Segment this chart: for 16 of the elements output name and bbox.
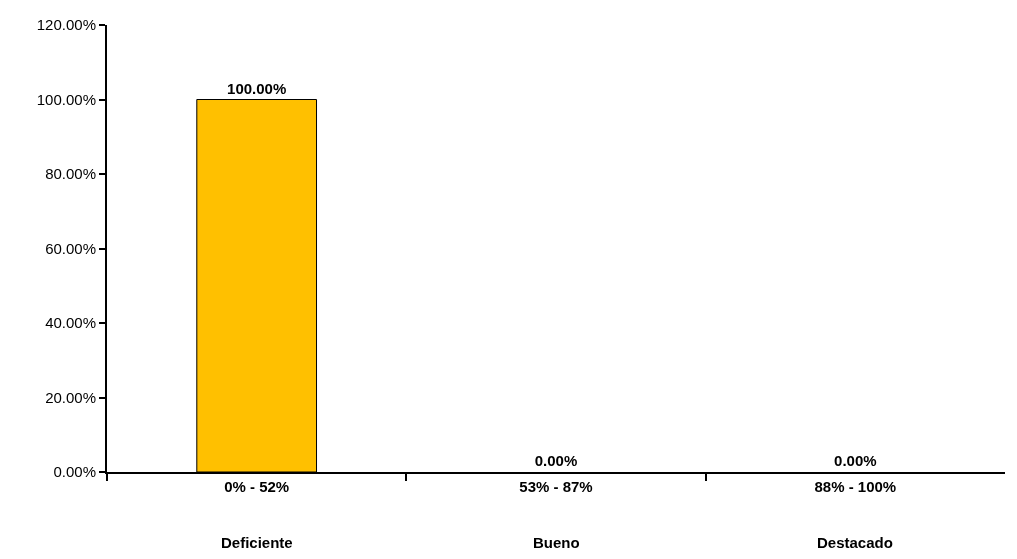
- text: Destacado: [817, 534, 893, 551]
- y-tick-label: 80.00%: [45, 165, 96, 183]
- data-label: 100.00%: [227, 79, 287, 97]
- y-tick-label: 20.00%: [45, 388, 96, 406]
- data-label: 0.00%: [534, 452, 578, 469]
- y-tick-label: 40.00%: [45, 314, 96, 332]
- data-label: 0.00%: [834, 452, 877, 469]
- y-tick-label: 120.00%: [36, 16, 96, 34]
- x-tick-label: 53% - 87%: [519, 478, 593, 495]
- x-tick-label: 88% - 100%: [814, 478, 897, 495]
- text: Deficiente: [221, 534, 293, 551]
- y-tick-label: 60.00%: [45, 239, 96, 257]
- y-tick-label: 0.00%: [53, 463, 96, 481]
- text: Bueno: [533, 534, 580, 551]
- y-tick-label: 100.00%: [36, 90, 96, 108]
- x-tick-label: 0% - 52%: [224, 478, 290, 495]
